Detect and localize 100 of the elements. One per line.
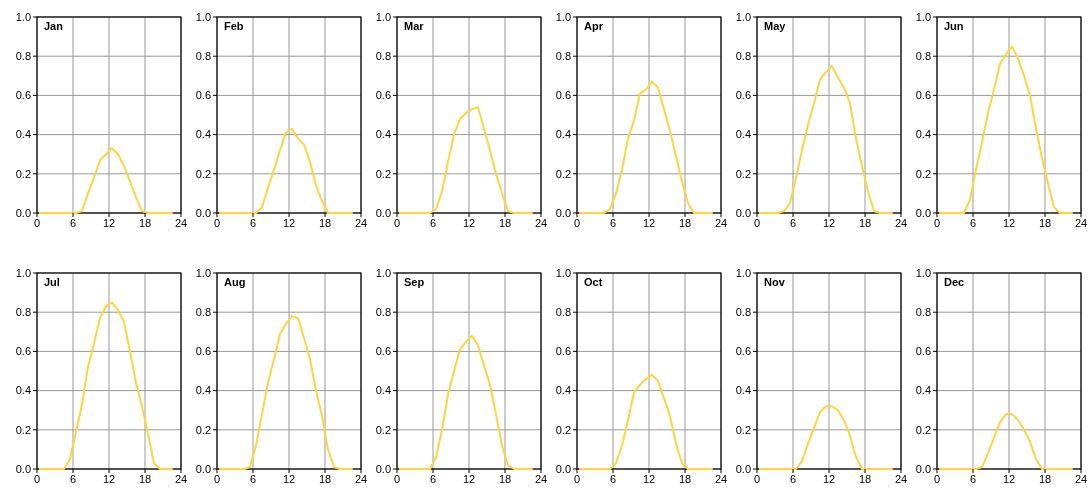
y-tick-label: 0.8 bbox=[915, 50, 931, 63]
x-tick-label: 24 bbox=[534, 217, 548, 229]
x-tick-label: 18 bbox=[1038, 217, 1052, 229]
x-tick-label: 18 bbox=[318, 473, 332, 485]
y-tick-label: 0.4 bbox=[915, 384, 931, 397]
x-tick-label: 12 bbox=[102, 473, 116, 485]
chart-title: Feb bbox=[224, 20, 244, 32]
y-tick-label: 0.2 bbox=[375, 167, 391, 180]
x-tick-label: 24 bbox=[174, 473, 188, 485]
chart-title: May bbox=[764, 20, 787, 32]
y-tick-label: 1.0 bbox=[15, 10, 31, 23]
x-tick-label: 24 bbox=[354, 473, 368, 485]
y-tick-label: 1.0 bbox=[375, 10, 391, 23]
x-tick-label: 12 bbox=[282, 217, 296, 229]
y-tick-label: 0.8 bbox=[915, 306, 931, 319]
x-tick-label: 6 bbox=[609, 473, 617, 485]
x-tick-label: 18 bbox=[138, 473, 152, 485]
x-tick-label: 18 bbox=[858, 473, 872, 485]
x-tick-label: 6 bbox=[609, 217, 617, 229]
x-tick-label: 24 bbox=[534, 473, 548, 485]
chart-title: Mar bbox=[404, 20, 425, 32]
y-tick-label: 0.6 bbox=[915, 89, 931, 102]
line-series bbox=[939, 413, 1073, 470]
y-tick-label: 0.8 bbox=[375, 306, 391, 319]
chart-title: Jul bbox=[44, 276, 60, 288]
y-tick-label: 0.4 bbox=[15, 384, 31, 397]
x-tick-label: 6 bbox=[969, 473, 977, 485]
x-tick-label: 18 bbox=[1038, 473, 1052, 485]
y-tick-label: 0.0 bbox=[915, 206, 931, 219]
x-tick-label: 6 bbox=[249, 217, 257, 229]
y-tick-label: 0.8 bbox=[195, 50, 211, 63]
y-tick-label: 1.0 bbox=[735, 266, 751, 279]
y-tick-label: 0.6 bbox=[15, 345, 31, 358]
x-tick-label: 0 bbox=[33, 217, 41, 229]
y-tick-label: 0.0 bbox=[15, 206, 31, 219]
x-tick-label: 24 bbox=[1074, 217, 1088, 229]
x-tick-label: 0 bbox=[573, 217, 581, 229]
line-series bbox=[39, 301, 173, 470]
y-tick-label: 0.8 bbox=[15, 50, 31, 63]
line-series bbox=[579, 373, 713, 470]
y-tick-label: 0.2 bbox=[375, 423, 391, 436]
y-tick-label: 0.2 bbox=[555, 167, 571, 180]
y-tick-label: 0.6 bbox=[915, 345, 931, 358]
y-tick-label: 0.0 bbox=[195, 206, 211, 219]
x-tick-label: 24 bbox=[354, 217, 368, 229]
y-tick-label: 0.6 bbox=[15, 89, 31, 102]
x-tick-label: 0 bbox=[33, 473, 41, 485]
chart-title: Jan bbox=[44, 20, 64, 32]
x-tick-label: 24 bbox=[894, 217, 908, 229]
x-tick-label: 6 bbox=[969, 217, 977, 229]
y-tick-label: 0.0 bbox=[375, 462, 391, 475]
line-series bbox=[39, 147, 173, 214]
x-tick-label: 6 bbox=[249, 473, 257, 485]
y-tick-label: 1.0 bbox=[375, 266, 391, 279]
x-tick-label: 24 bbox=[174, 217, 188, 229]
line-series bbox=[759, 65, 893, 214]
y-tick-label: 0.0 bbox=[735, 206, 751, 219]
line-series bbox=[759, 405, 893, 470]
x-tick-label: 0 bbox=[753, 473, 761, 485]
chart-title: Dec bbox=[944, 276, 965, 288]
line-series bbox=[219, 315, 353, 470]
x-tick-label: 6 bbox=[429, 473, 437, 485]
x-tick-label: 18 bbox=[678, 473, 692, 485]
x-tick-label: 12 bbox=[462, 217, 476, 229]
y-tick-label: 0.2 bbox=[15, 423, 31, 436]
y-tick-label: 0.0 bbox=[915, 462, 931, 475]
y-tick-label: 0.4 bbox=[195, 128, 211, 141]
x-tick-label: 0 bbox=[753, 217, 761, 229]
x-tick-label: 0 bbox=[933, 217, 941, 229]
x-tick-label: 12 bbox=[642, 473, 656, 485]
x-tick-label: 12 bbox=[102, 217, 116, 229]
y-tick-label: 0.6 bbox=[735, 345, 751, 358]
y-tick-label: 1.0 bbox=[915, 266, 931, 279]
y-tick-label: 0.4 bbox=[195, 384, 211, 397]
y-tick-label: 0.4 bbox=[735, 128, 751, 141]
line-series bbox=[219, 127, 353, 214]
y-tick-label: 0.0 bbox=[555, 462, 571, 475]
y-tick-label: 0.6 bbox=[555, 345, 571, 358]
x-tick-label: 24 bbox=[714, 473, 728, 485]
y-tick-label: 0.4 bbox=[915, 128, 931, 141]
y-tick-label: 0.6 bbox=[735, 89, 751, 102]
y-tick-label: 0.6 bbox=[195, 89, 211, 102]
chart-title: Nov bbox=[764, 276, 786, 288]
x-tick-label: 24 bbox=[894, 473, 908, 485]
x-tick-label: 12 bbox=[822, 473, 836, 485]
chart-title: Oct bbox=[584, 276, 603, 288]
y-tick-label: 1.0 bbox=[195, 10, 211, 23]
y-tick-label: 0.6 bbox=[375, 345, 391, 358]
x-tick-label: 12 bbox=[1002, 217, 1016, 229]
x-tick-label: 0 bbox=[213, 473, 221, 485]
x-tick-label: 6 bbox=[69, 217, 77, 229]
y-tick-label: 0.4 bbox=[375, 384, 391, 397]
x-tick-label: 0 bbox=[573, 473, 581, 485]
y-tick-label: 0.2 bbox=[735, 423, 751, 436]
x-tick-label: 24 bbox=[714, 217, 728, 229]
line-series bbox=[939, 45, 1073, 214]
x-tick-label: 6 bbox=[789, 473, 797, 485]
x-tick-label: 18 bbox=[318, 217, 332, 229]
y-tick-label: 0.0 bbox=[555, 206, 571, 219]
x-tick-label: 18 bbox=[498, 473, 512, 485]
